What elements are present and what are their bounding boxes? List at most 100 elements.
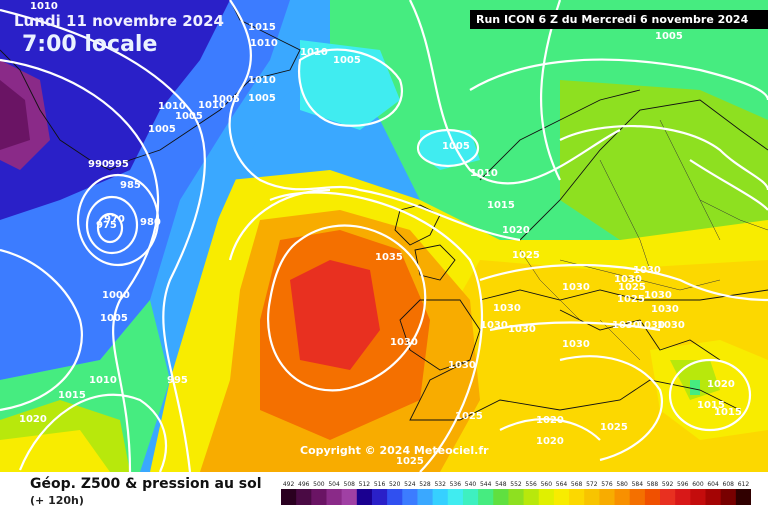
legend-swatch — [705, 489, 722, 505]
isobar-label: 1030 — [633, 265, 661, 276]
isobar-label: 1005 — [333, 55, 361, 66]
isobar-label: 1010 — [30, 1, 58, 12]
legend-tick: 500 — [313, 481, 325, 488]
legend-tick: 588 — [647, 481, 659, 488]
legend-tick: 504 — [328, 481, 340, 488]
legend-tick: 536 — [450, 481, 462, 488]
legend-tick: 612 — [738, 481, 750, 488]
legend-swatch — [690, 489, 707, 505]
isobar-label: 1005 — [175, 111, 203, 122]
isobar-label: 1025 — [512, 250, 540, 261]
legend-tick: 560 — [541, 481, 553, 488]
isobar-label: 1010 — [470, 168, 498, 179]
legend-swatch — [660, 489, 676, 505]
legend-swatch — [447, 489, 464, 505]
legend-swatch — [326, 489, 343, 505]
legend-tick: 572 — [586, 481, 598, 488]
legend-swatch — [417, 489, 434, 505]
legend-swatch — [341, 489, 358, 505]
legend-tick: 552 — [510, 481, 522, 488]
isobar-label: 1020 — [536, 436, 564, 447]
isobar-label: 1005 — [442, 141, 470, 152]
legend-tick: 492 — [283, 481, 295, 488]
isobar-label: 1015 — [714, 407, 742, 418]
isobar-label: 1005 — [248, 93, 276, 104]
legend-swatch — [387, 489, 403, 505]
legend-tick: 496 — [298, 481, 310, 488]
forecast-hour: 7:00 locale — [22, 32, 158, 57]
isobar-label: 1000 — [102, 290, 130, 301]
isobar-label: 1005 — [655, 31, 683, 42]
isobar-label: 1015 — [248, 22, 276, 33]
isobar-label: 1015 — [487, 200, 515, 211]
isobar-label: 1005 — [148, 124, 176, 135]
isobar-label: 1025 — [455, 411, 483, 422]
isobar-label: 1030 — [657, 320, 685, 331]
legend-tick: 600 — [692, 481, 704, 488]
isobar-label: 1030 — [614, 274, 642, 285]
isobar-label: 1030 — [637, 320, 665, 331]
isobar-label: 1030 — [562, 282, 590, 293]
legend-tick: 596 — [677, 481, 689, 488]
legend-tick: 540 — [465, 481, 477, 488]
isobar-label: 1015 — [697, 400, 725, 411]
legend-tick: 532 — [434, 481, 446, 488]
legend-swatch — [599, 489, 616, 505]
isobar-label: 1025 — [396, 456, 424, 467]
isobar-label: 1030 — [480, 320, 508, 331]
legend-swatch — [720, 489, 737, 505]
isobar-label: 995 — [167, 375, 188, 386]
isobar-label: 1010 — [89, 375, 117, 386]
legend-swatch — [584, 489, 600, 505]
color-scale-legend: 492 496 500 504 508 512 516 520 524 528 532 536 540 5… — [281, 481, 751, 505]
isobar-label: 1025 — [600, 422, 628, 433]
isobar-label: 970 — [104, 214, 125, 225]
legend-swatch — [371, 489, 388, 505]
legend-swatch — [644, 489, 661, 505]
legend-tick: 604 — [707, 481, 719, 488]
legend-swatch — [508, 489, 525, 505]
isobar-label: 995 — [108, 159, 129, 170]
legend-tick: 524 — [404, 481, 416, 488]
legend-swatch — [614, 489, 631, 505]
isobar-label: 1030 — [562, 339, 590, 350]
legend-swatch — [478, 489, 494, 505]
legend-swatch — [569, 489, 585, 505]
legend-swatch — [281, 489, 297, 505]
legend-swatch — [311, 489, 327, 505]
legend-tick: 512 — [359, 481, 371, 488]
isobar-label: 1030 — [493, 303, 521, 314]
legend-tick: 608 — [723, 481, 735, 488]
isobar-label: 1020 — [502, 225, 530, 236]
isobar-label: 990 — [88, 159, 109, 170]
legend-swatch — [462, 489, 479, 505]
legend-swatch — [402, 489, 418, 505]
isobar-label: 1020 — [707, 379, 735, 390]
legend-tick: 544 — [480, 481, 492, 488]
map-title: Géop. Z500 & pression au sol — [30, 476, 262, 492]
legend-tick: 568 — [571, 481, 583, 488]
legend-swatch — [629, 489, 646, 505]
isobar-label: 1030 — [644, 290, 672, 301]
isobar-label: 1030 — [508, 324, 536, 335]
forecast-date: Lundi 11 novembre 2024 — [14, 12, 224, 30]
isobar-label: 985 — [120, 180, 141, 191]
legend-tick: 592 — [662, 481, 674, 488]
legend-swatch — [675, 489, 691, 505]
legend-tick: 516 — [374, 481, 386, 488]
isobar-label: 1020 — [19, 414, 47, 425]
isobar-label: 1030 — [390, 337, 418, 348]
isobar-label: 1030 — [448, 360, 476, 371]
legend-swatch — [493, 489, 509, 505]
isobar-label: 1005 — [212, 94, 240, 105]
isobar-label: 980 — [140, 217, 161, 228]
isobar-label: 1015 — [58, 390, 86, 401]
legend-tick: 576 — [601, 481, 613, 488]
legend-tick: 508 — [344, 481, 356, 488]
isobar-label: 1030 — [612, 320, 640, 331]
weather-map: 1010 1015 1010 1010 1005 1010 1005 1005 … — [0, 0, 768, 472]
legend-swatch — [553, 489, 570, 505]
legend-tick: 580 — [616, 481, 628, 488]
legend-tick: 556 — [525, 481, 537, 488]
isobar-label: 1010 — [248, 75, 276, 86]
